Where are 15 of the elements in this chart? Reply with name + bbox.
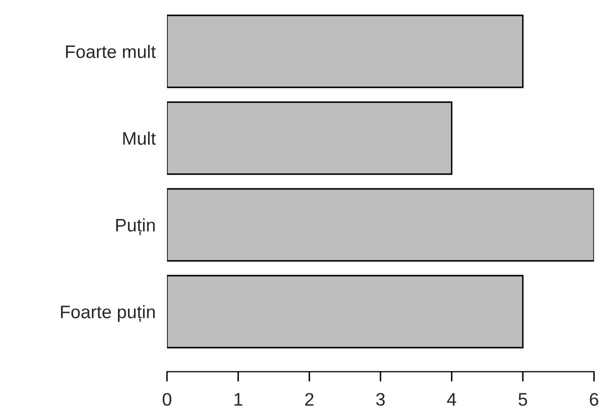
x-tick-label: 5 xyxy=(518,393,528,406)
y-tick-label: Mult xyxy=(123,132,156,145)
y-tick-label: Puțin xyxy=(116,218,155,236)
x-tick-label: 3 xyxy=(376,392,385,406)
x-tick-label: 6 xyxy=(590,392,598,406)
x-tick-label: 2 xyxy=(305,392,314,406)
x-tick-label: 0 xyxy=(162,392,172,406)
bar xyxy=(167,14,524,88)
x-tick-label: 1 xyxy=(234,393,242,406)
bar xyxy=(167,188,594,262)
y-tick-label: Foarte mult xyxy=(66,44,156,58)
x-tick-label: 4 xyxy=(447,393,456,406)
bar xyxy=(167,274,524,348)
bar xyxy=(167,101,452,175)
y-tick-label: Foarte puțin xyxy=(61,305,155,322)
